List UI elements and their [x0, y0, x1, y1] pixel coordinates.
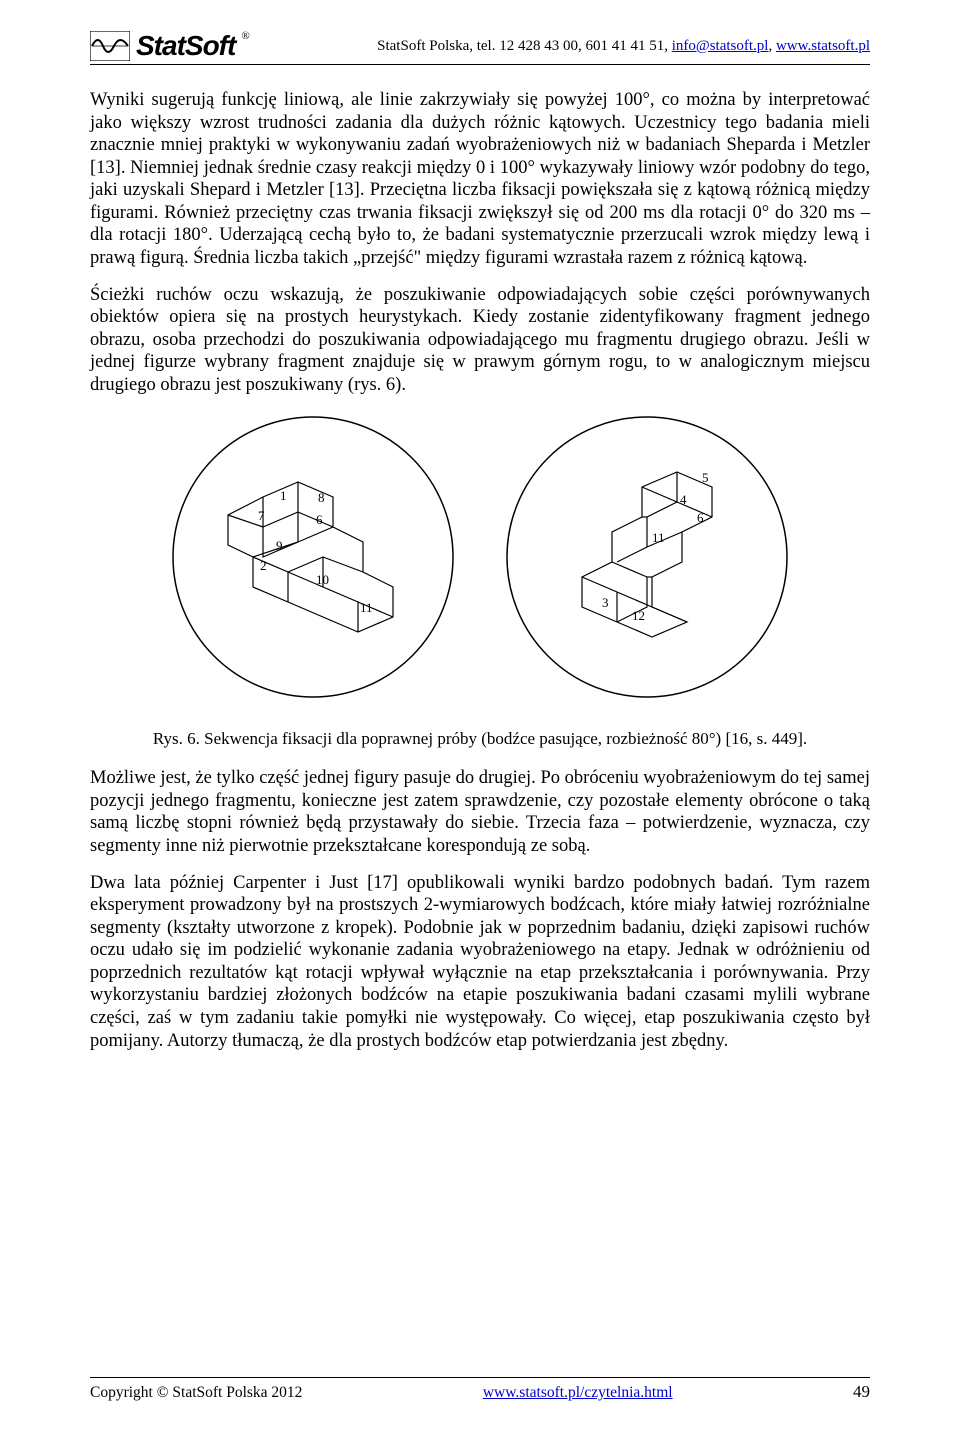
statsoft-wave-icon: [90, 31, 130, 61]
copyright-text: Copyright © StatSoft Polska 2012: [90, 1384, 302, 1402]
site-link[interactable]: www.statsoft.pl: [776, 38, 870, 54]
fixation-label: 9: [276, 538, 283, 553]
fixation-label: 11: [360, 600, 373, 615]
fixation-label: 12: [632, 608, 645, 623]
paragraph-1: Wyniki sugerują funkcję liniową, ale lin…: [90, 89, 870, 270]
fixation-label: 5: [702, 470, 709, 485]
figure-right-stimulus: 5 4 6 11 3 12: [502, 412, 792, 702]
fixation-label: 2: [260, 558, 267, 573]
fixation-label: 6: [316, 512, 323, 527]
fixation-label: 7: [258, 508, 265, 523]
fixation-label: 8: [318, 490, 325, 505]
header-contact: StatSoft Polska, tel. 12 428 43 00, 601 …: [377, 38, 870, 55]
paragraph-3: Możliwe jest, że tylko część jednej figu…: [90, 767, 870, 857]
figure-6: 1 8 7 6 9 2 10 11: [90, 412, 870, 707]
contact-text: StatSoft Polska, tel. 12 428 43 00, 601 …: [377, 38, 672, 54]
fixation-label: 1: [280, 488, 287, 503]
footer-link[interactable]: www.statsoft.pl/czytelnia.html: [483, 1384, 673, 1402]
logo-text: StatSoft: [136, 30, 235, 62]
email-link[interactable]: info@statsoft.pl: [672, 38, 769, 54]
fixation-label: 11: [652, 530, 665, 545]
trademark-icon: ®: [241, 30, 249, 42]
fixation-label: 3: [602, 595, 609, 610]
page-number: 49: [853, 1382, 870, 1402]
page-footer: Copyright © StatSoft Polska 2012 www.sta…: [90, 1377, 870, 1402]
figure-left-stimulus: 1 8 7 6 9 2 10 11: [168, 412, 458, 702]
fixation-label: 10: [316, 572, 329, 587]
fixation-label: 6: [697, 510, 704, 525]
page-header: StatSoft ® StatSoft Polska, tel. 12 428 …: [90, 30, 870, 65]
figure-caption: Rys. 6. Sekwencja fiksacji dla poprawnej…: [90, 729, 870, 749]
paragraph-2: Ścieżki ruchów oczu wskazują, że poszuki…: [90, 284, 870, 397]
logo: StatSoft ®: [90, 30, 250, 62]
paragraph-4: Dwa lata później Carpenter i Just [17] o…: [90, 872, 870, 1053]
fixation-label: 4: [680, 492, 687, 507]
